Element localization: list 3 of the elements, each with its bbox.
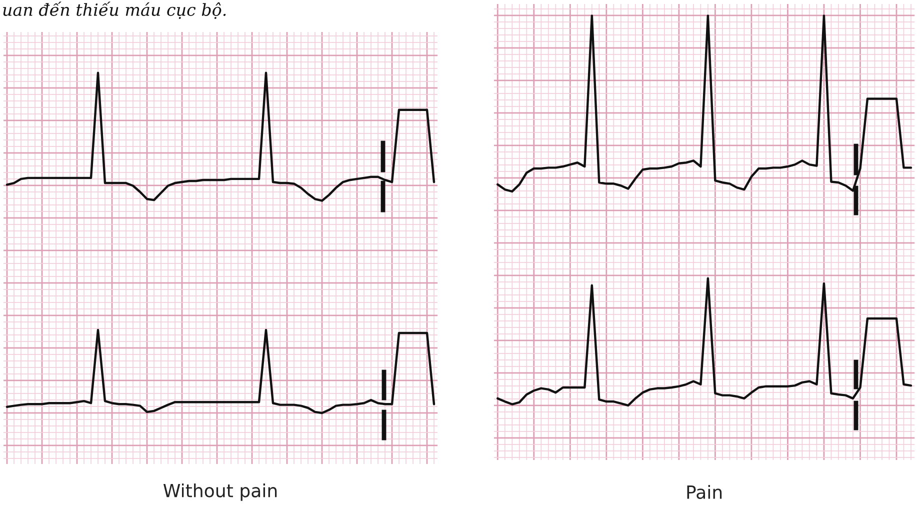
text: uan đến thiếu máu cục bộ.: [3, 2, 226, 19]
x-axis-title: Pain: [687, 485, 722, 499]
x-axis-title: Without pain: [163, 483, 277, 501]
